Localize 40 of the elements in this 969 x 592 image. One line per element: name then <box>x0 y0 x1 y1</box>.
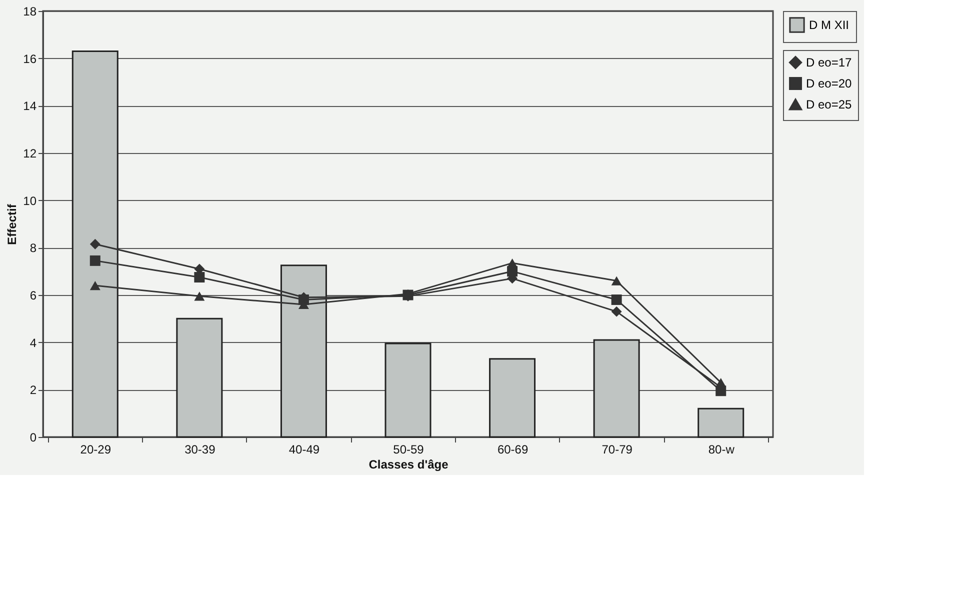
y-tick-label: 8 <box>30 241 37 256</box>
point <box>507 258 518 268</box>
y-tick-label: 10 <box>23 194 37 208</box>
bar <box>176 318 223 438</box>
y-tick-label: 4 <box>30 336 37 350</box>
bar <box>593 339 640 438</box>
x-axis-title: Classes d'âge <box>368 458 449 472</box>
bar <box>72 50 118 438</box>
point <box>611 276 622 286</box>
x-tick-label: 60-69 <box>497 442 528 456</box>
y-axis-title: Effectif <box>5 203 20 245</box>
legend-label: D M XII <box>809 18 850 32</box>
point <box>90 238 100 250</box>
point <box>194 272 205 282</box>
x-tick-label: 30-39 <box>184 442 216 456</box>
y-tick-label: 6 <box>30 288 37 302</box>
point <box>611 306 622 317</box>
x-tick-label: 40-49 <box>288 442 320 456</box>
bar <box>384 342 432 438</box>
y-tick-label: 14 <box>23 99 37 114</box>
y-tick-label: 18 <box>23 4 37 18</box>
legend-label: D eo=25 <box>806 98 852 112</box>
x-tick-label: 80-w <box>708 442 735 456</box>
legend-label: D eo=17 <box>806 56 852 70</box>
y-tick-label: 16 <box>23 52 37 66</box>
bar <box>489 358 536 438</box>
point <box>716 378 726 388</box>
x-tick-label: 70-79 <box>602 442 633 456</box>
point <box>611 294 622 305</box>
x-tick-label: 50-59 <box>393 442 424 456</box>
bar <box>280 264 327 438</box>
y-tick-label: 0 <box>30 430 37 444</box>
bar <box>698 408 744 438</box>
point <box>90 255 100 266</box>
x-tick-label: 20-29 <box>80 442 112 456</box>
legend-label: D eo=20 <box>806 76 852 90</box>
y-tick-label: 2 <box>30 383 37 398</box>
point <box>194 292 205 301</box>
y-tick-label: 12 <box>23 146 37 160</box>
point <box>90 280 100 290</box>
